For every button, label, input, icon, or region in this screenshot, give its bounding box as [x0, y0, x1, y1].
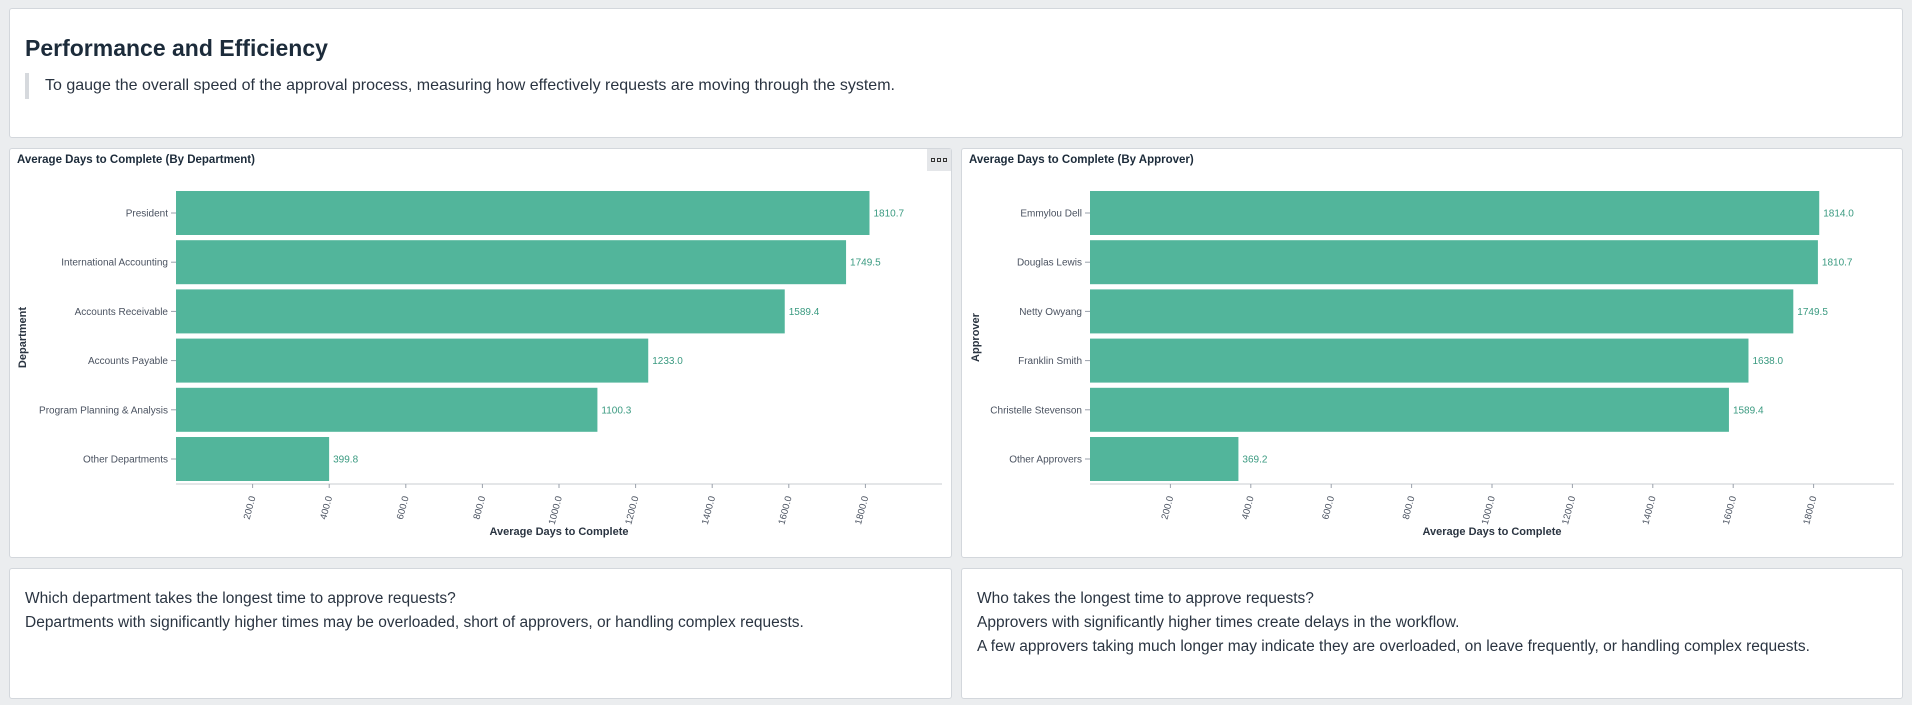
value-label: 1100.3: [601, 405, 631, 416]
x-tick-label: 200.0: [1160, 495, 1177, 521]
value-label: 1814.0: [1823, 209, 1854, 220]
x-tick-label: 1800.0: [853, 495, 871, 526]
category-label: International Accounting: [61, 258, 168, 269]
page-description: To gauge the overall speed of the approv…: [25, 73, 895, 99]
bar: [176, 289, 785, 334]
x-tick-label: 400.0: [1240, 495, 1257, 521]
department-note-line: Which department takes the longest time …: [25, 590, 456, 607]
header-card: Performance and Efficiency To gauge the …: [9, 8, 1903, 138]
approver-bar-chart: Approver Emmylou Dell 1814.0 Douglas Lewis 1…: [970, 191, 1894, 538]
value-label: 1810.7: [1822, 258, 1853, 269]
approver-chart-card: Approver Emmylou Dell 1814.0 Douglas Lewis 1…: [961, 148, 1903, 558]
bar: [1090, 289, 1794, 334]
bar: [176, 338, 649, 383]
category-label: Other Departments: [83, 455, 168, 466]
x-axis-label: Average Days to Complete: [490, 526, 629, 538]
x-tick-label: 1400.0: [700, 495, 718, 526]
x-tick-label: 200.0: [242, 495, 259, 521]
bar: [1090, 191, 1820, 235]
x-tick-label: 1800.0: [1801, 495, 1819, 526]
approver-note-line: A few approvers taking much longer may i…: [977, 638, 1810, 655]
category-label: Accounts Receivable: [75, 307, 169, 318]
x-tick-label: 1200.0: [623, 495, 641, 526]
y-axis-label: Approver: [970, 312, 982, 362]
approver-note-line: Who takes the longest time to approve re…: [977, 590, 1314, 607]
value-label: 1749.5: [1797, 307, 1828, 318]
department-note: Which department takes the longest time …: [25, 587, 804, 635]
category-label: Program Planning & Analysis: [39, 405, 168, 416]
value-label: 1233.0: [652, 356, 683, 367]
category-label: Douglas Lewis: [1017, 258, 1082, 269]
x-axis-label: Average Days to Complete: [1423, 526, 1562, 538]
x-tick-label: 400.0: [318, 495, 335, 521]
page-title: Performance and Efficiency: [25, 35, 328, 61]
department-bar-chart: Department President 1810.7 International A…: [17, 191, 942, 538]
category-label: Netty Owyang: [1019, 307, 1082, 318]
x-tick-label: 1000.0: [547, 495, 565, 526]
x-tick-label: 600.0: [1320, 495, 1337, 521]
x-tick-label: 1600.0: [777, 495, 795, 526]
value-label: 1589.4: [1733, 405, 1764, 416]
x-tick-label: 1000.0: [1480, 495, 1498, 526]
y-axis-label: Department: [17, 307, 29, 368]
value-label: 1749.5: [850, 258, 881, 269]
category-label: Franklin Smith: [1018, 356, 1082, 367]
department-chart-title: Average Days to Complete (By Department): [17, 154, 255, 166]
category-label: Christelle Stevenson: [990, 405, 1082, 416]
category-label: Emmylou Dell: [1020, 209, 1082, 220]
bar: [1090, 338, 1749, 383]
department-note-line: Departments with significantly higher ti…: [25, 614, 804, 631]
value-label: 369.2: [1242, 455, 1267, 466]
x-tick-label: 800.0: [1401, 495, 1418, 521]
bar: [1090, 240, 1818, 285]
value-label: 1589.4: [789, 307, 820, 318]
category-label: Other Approvers: [1009, 455, 1082, 466]
bar: [1090, 387, 1729, 432]
approver-note: Who takes the longest time to approve re…: [977, 587, 1810, 659]
approver-chart-title: Average Days to Complete (By Approver): [969, 154, 1194, 166]
bar: [1090, 437, 1239, 481]
bar: [176, 387, 598, 432]
department-note-card: Which department takes the longest time …: [9, 568, 952, 699]
x-tick-label: 1400.0: [1641, 495, 1659, 526]
value-label: 1810.7: [873, 209, 904, 220]
x-tick-label: 1600.0: [1721, 495, 1739, 526]
approver-note-line: Approvers with significantly higher time…: [977, 614, 1460, 631]
category-label: President: [126, 209, 168, 220]
x-tick-label: 600.0: [395, 495, 412, 521]
value-label: 399.8: [333, 455, 358, 466]
bar: [176, 437, 330, 481]
bar: [176, 191, 870, 235]
value-label: 1638.0: [1752, 356, 1783, 367]
chart-options-menu-icon[interactable]: [927, 149, 951, 171]
department-chart-card: Department President 1810.7 International A…: [9, 148, 952, 558]
x-tick-label: 800.0: [472, 495, 489, 521]
bar: [176, 240, 847, 285]
x-tick-label: 1200.0: [1560, 495, 1578, 526]
approver-note-card: Who takes the longest time to approve re…: [961, 568, 1903, 699]
category-label: Accounts Payable: [88, 356, 168, 367]
